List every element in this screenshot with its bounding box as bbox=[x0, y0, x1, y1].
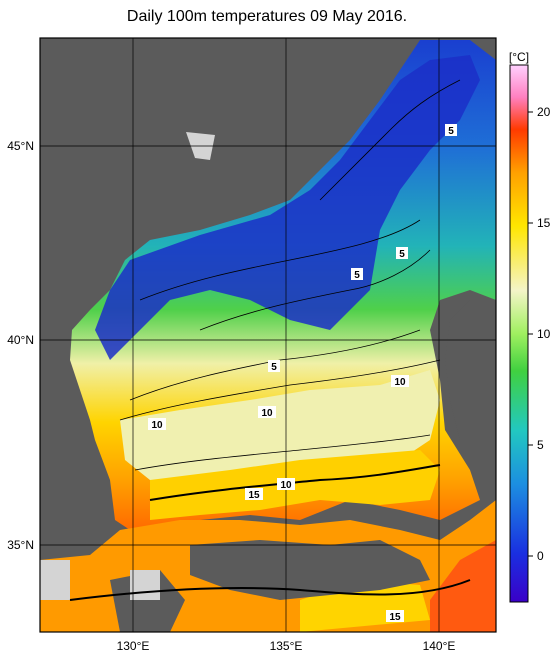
lat-label-45: 45°N bbox=[7, 139, 34, 153]
contour-label: 10 bbox=[391, 375, 409, 388]
colorbar-ticks bbox=[528, 111, 533, 557]
colorbar-tick-0: 0 bbox=[537, 549, 544, 563]
colorbar-tick-10: 10 bbox=[537, 327, 551, 341]
southwest-japan bbox=[190, 540, 430, 600]
svg-text:10: 10 bbox=[280, 480, 292, 491]
svg-text:5: 5 bbox=[448, 126, 454, 137]
nodata-korea bbox=[40, 560, 70, 600]
svg-text:10: 10 bbox=[151, 420, 163, 431]
colorbar-unit: [°C] bbox=[509, 50, 529, 64]
svg-text:5: 5 bbox=[354, 270, 360, 281]
svg-text:10: 10 bbox=[394, 377, 406, 388]
lon-label-140: 140°E bbox=[423, 639, 456, 653]
contour-label: 10 bbox=[148, 418, 166, 431]
svg-text:5: 5 bbox=[271, 362, 277, 373]
colorbar-gradient bbox=[509, 64, 529, 603]
kyushu bbox=[110, 570, 185, 632]
contour-label: 10 bbox=[258, 406, 276, 419]
contour-label: 10 bbox=[277, 478, 295, 491]
svg-text:10: 10 bbox=[261, 408, 273, 419]
lat-label-40: 40°N bbox=[7, 333, 34, 347]
cold-water-north bbox=[95, 55, 480, 360]
warm-water-south bbox=[120, 370, 440, 480]
colorbar-tick-5: 5 bbox=[537, 438, 544, 452]
honshu bbox=[445, 300, 496, 490]
pacific-hot bbox=[430, 540, 496, 632]
colorbar-tick-20: 20 bbox=[537, 105, 551, 119]
lat-label-35: 35°N bbox=[7, 538, 34, 552]
lon-label-135: 135°E bbox=[270, 639, 303, 653]
contour-label: 5 bbox=[268, 360, 280, 373]
contour-label: 5 bbox=[351, 268, 363, 281]
contour-label: 5 bbox=[445, 124, 457, 137]
svg-text:15: 15 bbox=[389, 612, 401, 623]
contour-label: 5 bbox=[396, 247, 408, 260]
map-title: Daily 100m temperatures 09 May 2016. bbox=[126, 8, 408, 25]
contour-label: 15 bbox=[245, 488, 263, 501]
colorbar-tick-15: 15 bbox=[537, 216, 551, 230]
lon-label-130: 130°E bbox=[117, 639, 150, 653]
svg-text:15: 15 bbox=[248, 490, 260, 501]
contour-value-labels: 5 5 5 5 10 10 10 10 15 15 bbox=[148, 124, 457, 623]
svg-text:5: 5 bbox=[399, 249, 405, 260]
map-frame bbox=[39, 37, 497, 633]
graticule bbox=[40, 38, 496, 632]
nodata-strait bbox=[130, 570, 160, 600]
contour-label: 15 bbox=[386, 610, 404, 623]
